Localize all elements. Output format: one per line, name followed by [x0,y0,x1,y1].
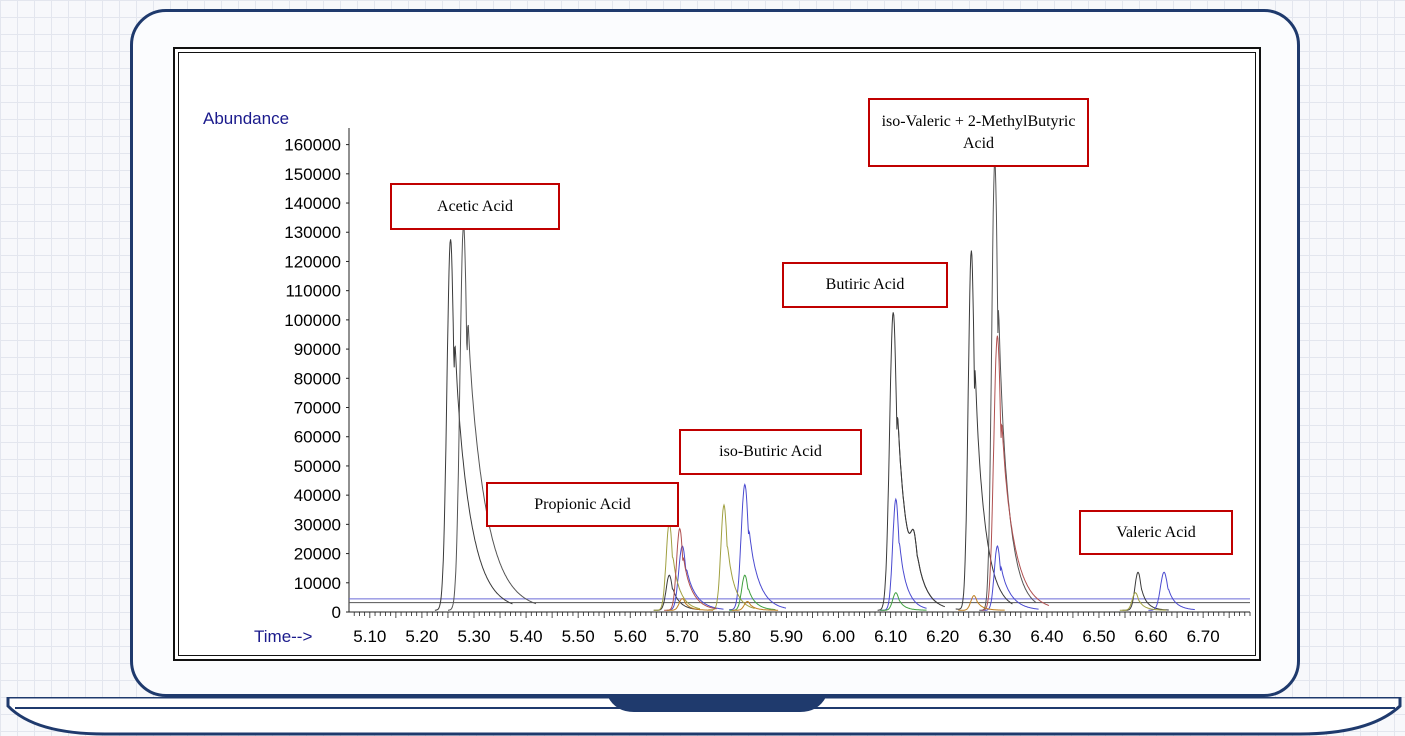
trace-5-peak-1 [664,527,717,611]
trace-1-peak-1 [434,239,513,611]
annotation-iso-butiric-acid: iso-Butiric Acid [679,429,862,475]
x-tick-label: 5.30 [457,627,490,646]
y-tick-label: 160000 [284,136,341,155]
x-tick-label: 5.40 [510,627,543,646]
y-tick-label: 10000 [294,574,341,593]
y-tick-label: 80000 [294,369,341,388]
x-tick-label: 5.20 [405,627,438,646]
y-tick-label: 60000 [294,428,341,447]
trace-3-peak-2 [729,483,787,611]
x-tick-label: 6.00 [822,627,855,646]
trace-1-peak-4 [898,429,945,608]
y-ticks: 0 10000 20000 30000 40000 50000 60000 70000 8000… [284,136,349,622]
x-tick-label: 6.30 [978,627,1011,646]
trace-4-peak-2 [708,503,755,611]
y-tick-label: 30000 [294,515,341,534]
trace-5-peak-2 [981,335,1050,611]
y-tick-label: 150000 [284,165,341,184]
y-tick-label: 50000 [294,457,341,476]
trace-6-peak-2 [880,592,927,611]
x-tick-label: 6.70 [1187,627,1220,646]
trace-3-peak-5 [1148,571,1195,611]
x-tick-label: 6.60 [1134,627,1167,646]
x-tick-label: 6.10 [874,627,907,646]
y-tick-label: 130000 [284,223,341,242]
y-tick-label: 110000 [286,282,341,301]
annotation-iso-valeric-acid: iso-Valeric + 2-MethylButyric Acid [868,98,1089,167]
x-tick-label: 5.50 [562,627,595,646]
y-tick-label: 100000 [284,311,341,330]
x-tick-label: 5.10 [353,627,386,646]
trace-1-peak-5 [955,250,1013,610]
trace-3-peak-4 [981,544,1039,611]
trace-1-peak-3 [877,312,939,611]
laptop-notch [608,697,826,712]
x-tick-label: 5.80 [718,627,751,646]
trace-4-peak-1 [653,521,701,611]
annotation-butiric-acid: Butiric Acid [782,262,948,308]
y-tick-label: 70000 [294,399,341,418]
trace-7-peak-3 [958,595,1005,611]
trace-7-peak-1 [666,598,713,611]
trace-7-peak-2 [731,600,779,611]
trace-2-peak-2 [979,160,1037,611]
trace-4-peak-3 [1119,592,1167,611]
trace-3-peak-3 [880,497,927,611]
screen-inner-border [178,52,1256,656]
y-tick-label: 40000 [294,486,341,505]
y-axis-title: Abundance [203,109,289,128]
annotation-valeric-acid: Valeric Acid [1079,510,1233,555]
x-axis-title: Time--> [254,627,312,646]
trace-6-peak-1 [729,574,776,611]
annotation-acetic-acid: Acetic Acid [390,183,560,230]
x-ticks: 5.10 5.20 5.30 5.40 5.50 5.60 5.70 5.80 5.90 6.00… [353,612,1251,646]
trace-3-peak-1 [666,545,724,611]
y-tick-label: 0 [332,603,341,622]
x-tick-label: 6.40 [1030,627,1063,646]
x-tick-label: 5.70 [666,627,699,646]
y-tick-label: 20000 [294,545,341,564]
annotation-propionic-acid: Propionic Acid [486,482,679,527]
x-tick-label: 6.20 [926,627,959,646]
y-tick-label: 120000 [284,252,341,271]
x-tick-label: 6.50 [1082,627,1115,646]
trace-1-peak-6 [1122,571,1169,611]
chromatogram-traces [349,160,1250,611]
x-tick-label: 5.90 [770,627,803,646]
y-tick-label: 90000 [294,340,341,359]
laptop-base [6,697,1402,736]
y-tick-label: 140000 [284,194,341,213]
trace-2-peak-1 [448,224,537,611]
x-tick-label: 5.60 [614,627,647,646]
